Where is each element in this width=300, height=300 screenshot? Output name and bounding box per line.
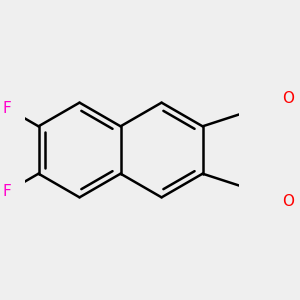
Text: F: F xyxy=(3,101,12,116)
Text: O: O xyxy=(282,194,294,209)
Text: O: O xyxy=(282,91,294,106)
Text: F: F xyxy=(3,184,12,199)
